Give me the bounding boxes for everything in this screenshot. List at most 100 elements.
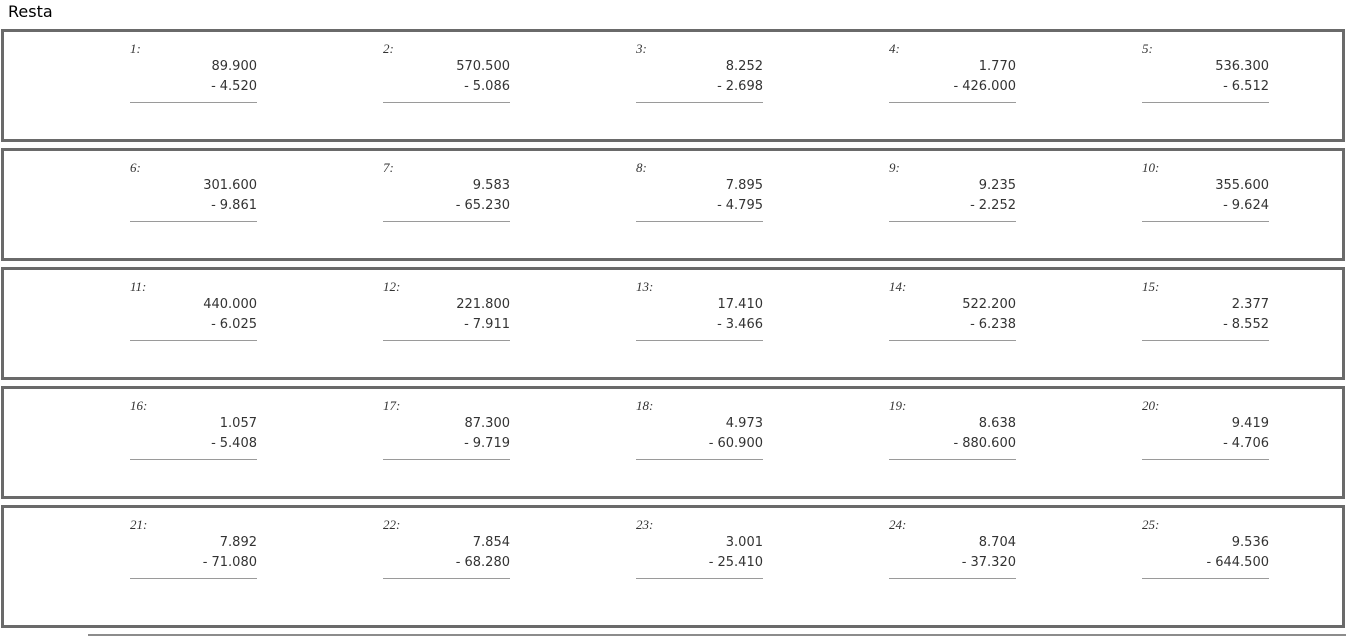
subtrahend-value: 426.000 [962, 79, 1016, 94]
subtrahend-row: -2.252 [889, 196, 1016, 216]
answer-line [889, 221, 1016, 222]
problem-cell: 23: 3.001 -25.410 [636, 508, 889, 625]
answer-line [1142, 340, 1269, 341]
answer-line [636, 102, 763, 103]
subtrahend-value: 3.466 [725, 317, 763, 332]
subtrahend-row: -3.466 [636, 315, 763, 335]
problem-cell: 3: 8.252 -2.698 [636, 32, 889, 139]
minus-operator-label: - [708, 436, 714, 451]
problem-number-label: 6: [130, 160, 141, 175]
subtrahend-row: -4.520 [130, 77, 257, 97]
minuend-value: 2.377 [1231, 297, 1269, 312]
answer-line [130, 578, 257, 579]
subtrahend-row: -6.512 [1142, 77, 1269, 97]
minus-operator-label: - [708, 555, 714, 570]
subtrahend-row: -9.719 [383, 434, 510, 454]
problems-row: 21: 7.892 -71.080 22: 7.854 -68.280 23: … [1, 505, 1345, 628]
subtrahend-row: -2.698 [636, 77, 763, 97]
problem-rows-container: 1: 89.900 -4.520 2: 570.500 -5.086 3: 8.… [1, 29, 1345, 634]
answer-line [383, 221, 510, 222]
answer-line [130, 102, 257, 103]
problem-number-label: 23: [636, 517, 654, 532]
minuend-value: 8.704 [978, 535, 1016, 550]
answer-line [383, 340, 510, 341]
problem-cell: 5: 536.300 -6.512 [1142, 32, 1346, 139]
subtraction-problem: 12: 221.800 -7.911 [383, 270, 510, 341]
problem-number-label: 9: [889, 160, 900, 175]
minuend-value: 8.638 [978, 416, 1016, 431]
minuend-value: 1.057 [219, 416, 257, 431]
subtrahend-row: -37.320 [889, 553, 1016, 573]
minus-operator-label: - [953, 79, 959, 94]
subtrahend-value: 4.706 [1231, 436, 1269, 451]
minuend-value: 522.200 [962, 297, 1016, 312]
problem-number-label: 19: [889, 398, 907, 413]
subtrahend-row: -6.025 [130, 315, 257, 335]
answer-line [383, 578, 510, 579]
subtrahend-value: 25.410 [717, 555, 764, 570]
problem-number-label: 5: [1142, 41, 1153, 56]
subtraction-problem: 7: 9.583 -65.230 [383, 151, 510, 222]
problem-number-label: 8: [636, 160, 647, 175]
minus-operator-label: - [717, 198, 722, 213]
problem-number-label: 21: [130, 517, 148, 532]
problem-cell: 2: 570.500 -5.086 [383, 32, 636, 139]
problem-cell: 22: 7.854 -68.280 [383, 508, 636, 625]
problems-row: 6: 301.600 -9.861 7: 9.583 -65.230 8: 7.… [1, 148, 1345, 261]
minus-operator-label: - [1223, 317, 1228, 332]
subtraction-problem: 17: 87.300 -9.719 [383, 389, 510, 460]
worksheet-title: Resta [8, 2, 53, 21]
minuend-value: 440.000 [203, 297, 257, 312]
subtrahend-row: -7.911 [383, 315, 510, 335]
answer-line [130, 221, 257, 222]
problems-row: 1: 89.900 -4.520 2: 570.500 -5.086 3: 8.… [1, 29, 1345, 142]
subtraction-problem: 4: 1.770 -426.000 [889, 32, 1016, 103]
subtrahend-value: 6.512 [1231, 79, 1269, 94]
subtraction-problem: 16: 1.057 -5.408 [130, 389, 257, 460]
subtrahend-row: -426.000 [889, 77, 1016, 97]
subtraction-problem: 2: 570.500 -5.086 [383, 32, 510, 103]
problem-cell: 9: 9.235 -2.252 [889, 151, 1142, 258]
subtraction-problem: 6: 301.600 -9.861 [130, 151, 257, 222]
subtraction-problem: 11: 440.000 -6.025 [130, 270, 257, 341]
subtraction-problem: 14: 522.200 -6.238 [889, 270, 1016, 341]
subtrahend-value: 9.719 [472, 436, 510, 451]
subtrahend-value: 4.520 [219, 79, 257, 94]
problems-row: 11: 440.000 -6.025 12: 221.800 -7.911 13… [1, 267, 1345, 380]
next-section-top-border [88, 634, 1346, 638]
minuend-value: 9.419 [1231, 416, 1269, 431]
subtrahend-row: -25.410 [636, 553, 763, 573]
subtrahend-row: -5.408 [130, 434, 257, 454]
problem-number-label: 10: [1142, 160, 1160, 175]
problem-cell: 20: 9.419 -4.706 [1142, 389, 1346, 496]
problem-number-label: 20: [1142, 398, 1160, 413]
problem-number-label: 11: [130, 279, 147, 294]
subtraction-problem: 13: 17.410 -3.466 [636, 270, 763, 341]
subtrahend-value: 7.911 [472, 317, 510, 332]
subtrahend-value: 37.320 [970, 555, 1017, 570]
minuend-value: 301.600 [203, 178, 257, 193]
subtrahend-row: -9.624 [1142, 196, 1269, 216]
subtrahend-value: 9.624 [1231, 198, 1269, 213]
subtrahend-value: 65.230 [464, 198, 511, 213]
problem-number-label: 4: [889, 41, 900, 56]
problem-number-label: 7: [383, 160, 394, 175]
subtrahend-value: 644.500 [1215, 555, 1269, 570]
answer-line [636, 578, 763, 579]
subtrahend-value: 8.552 [1231, 317, 1269, 332]
problem-number-label: 16: [130, 398, 148, 413]
subtrahend-value: 5.086 [472, 79, 510, 94]
minuend-value: 221.800 [456, 297, 510, 312]
minuend-value: 3.001 [725, 535, 763, 550]
minus-operator-label: - [717, 317, 722, 332]
subtrahend-value: 2.698 [725, 79, 763, 94]
minus-operator-label: - [1223, 436, 1228, 451]
answer-line [889, 578, 1016, 579]
subtrahend-value: 60.900 [717, 436, 764, 451]
subtrahend-row: -880.600 [889, 434, 1016, 454]
subtrahend-row: -644.500 [1142, 553, 1269, 573]
subtrahend-row: -9.861 [130, 196, 257, 216]
problem-cell: 13: 17.410 -3.466 [636, 270, 889, 377]
answer-line [383, 102, 510, 103]
subtrahend-value: 9.861 [219, 198, 257, 213]
